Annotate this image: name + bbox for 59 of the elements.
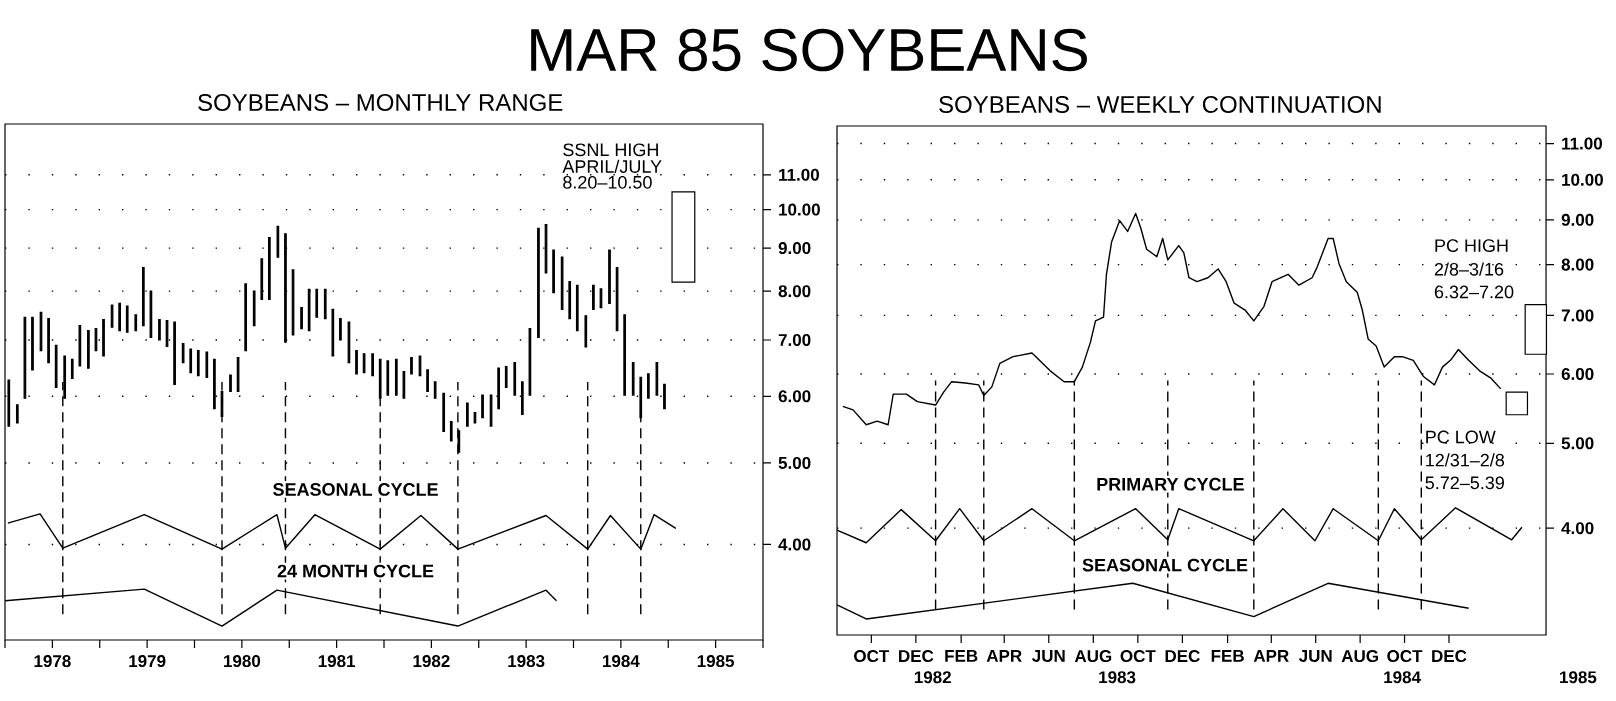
y-tick-label: 5.00	[1561, 437, 1594, 450]
bar	[671, 191, 696, 283]
annotation: SSNL HIGH	[563, 143, 658, 157]
x-tick-label: JUN	[1298, 650, 1332, 662]
x-tick-label: JUN	[1032, 650, 1065, 662]
text: 1983	[1099, 671, 1136, 684]
x-tick-label: 1980	[224, 655, 261, 668]
series-label: SEASONAL CYCLE	[1082, 558, 1248, 572]
y-tick-label: 4.00	[778, 538, 811, 551]
x-tick-label: DEC	[1165, 650, 1200, 663]
x-tick-label: 1985	[697, 655, 735, 668]
y-tick-label: 10.00	[779, 203, 820, 216]
x-tick-label: APR	[986, 650, 1022, 662]
x-tick-label: 1982	[413, 655, 450, 668]
x-tick-label: AUG	[1074, 650, 1112, 663]
y-tick-label: 6.00	[778, 390, 811, 403]
annotation: 5.72–5.39	[1425, 476, 1504, 490]
y-tick-label: 9.00	[778, 242, 811, 255]
text: 1982	[914, 671, 951, 684]
annotation: APRIL/JULY	[562, 159, 662, 173]
y-tick-label: 6.00	[1561, 367, 1594, 381]
x-tick-label: AUG	[1341, 650, 1378, 663]
x-tick-label: FEB	[1211, 650, 1244, 662]
x-tick-label: FEB	[945, 650, 978, 662]
annotation: 6.32–7.20	[1434, 285, 1514, 299]
annotation: 12/31–2/8	[1426, 453, 1505, 467]
x-tick-label: OCT	[1120, 650, 1156, 663]
annotation: PC HIGH	[1435, 239, 1508, 252]
y-tick-label: 5.00	[778, 456, 811, 469]
y-tick-label: 10.00	[1562, 173, 1603, 186]
chart-title: SOYBEANS – MONTHLY RANGE	[198, 93, 563, 111]
series-label: PRIMARY CYCLE	[1097, 477, 1244, 491]
y-tick-label: 9.00	[1561, 213, 1594, 226]
x-tick-label: 1983	[508, 655, 545, 668]
x-tick-label: DEC	[899, 650, 934, 663]
text: MAR 85 SOYBEANS	[531, 28, 1087, 72]
annotation: 8.20–10.50	[563, 175, 652, 189]
y-tick-label: 7.00	[778, 333, 811, 346]
y-tick-label: 4.00	[1561, 522, 1594, 535]
x-tick-label: 1979	[129, 655, 166, 668]
x-tick-label: 1978	[34, 655, 71, 668]
text: 1984	[1384, 671, 1421, 684]
x-tick-label: APR	[1253, 650, 1289, 662]
y-tick-label: 11.00	[779, 168, 819, 181]
series-label: SEASONAL CYCLE	[273, 483, 438, 496]
y-tick-label: 11.00	[1562, 137, 1602, 150]
annotation: 2/8–3/16	[1434, 262, 1504, 276]
annotation: PC LOW	[1426, 430, 1496, 444]
chart-title: SOYBEANS – WEEKLY CONTINUATION	[939, 95, 1381, 113]
x-tick-label: OCT	[1387, 650, 1423, 663]
y-tick-label: 8.00	[1561, 258, 1594, 271]
text: 1985	[1560, 671, 1597, 684]
series-label: 24 MONTH CYCLE	[277, 564, 434, 578]
x-tick-label: 1981	[318, 655, 356, 668]
x-tick-label: OCT	[854, 650, 890, 663]
y-tick-label: 7.00	[1561, 309, 1594, 322]
x-tick-label: 1984	[603, 655, 640, 668]
x-tick-label: DEC	[1432, 650, 1467, 663]
y-tick-label: 8.00	[778, 285, 811, 298]
